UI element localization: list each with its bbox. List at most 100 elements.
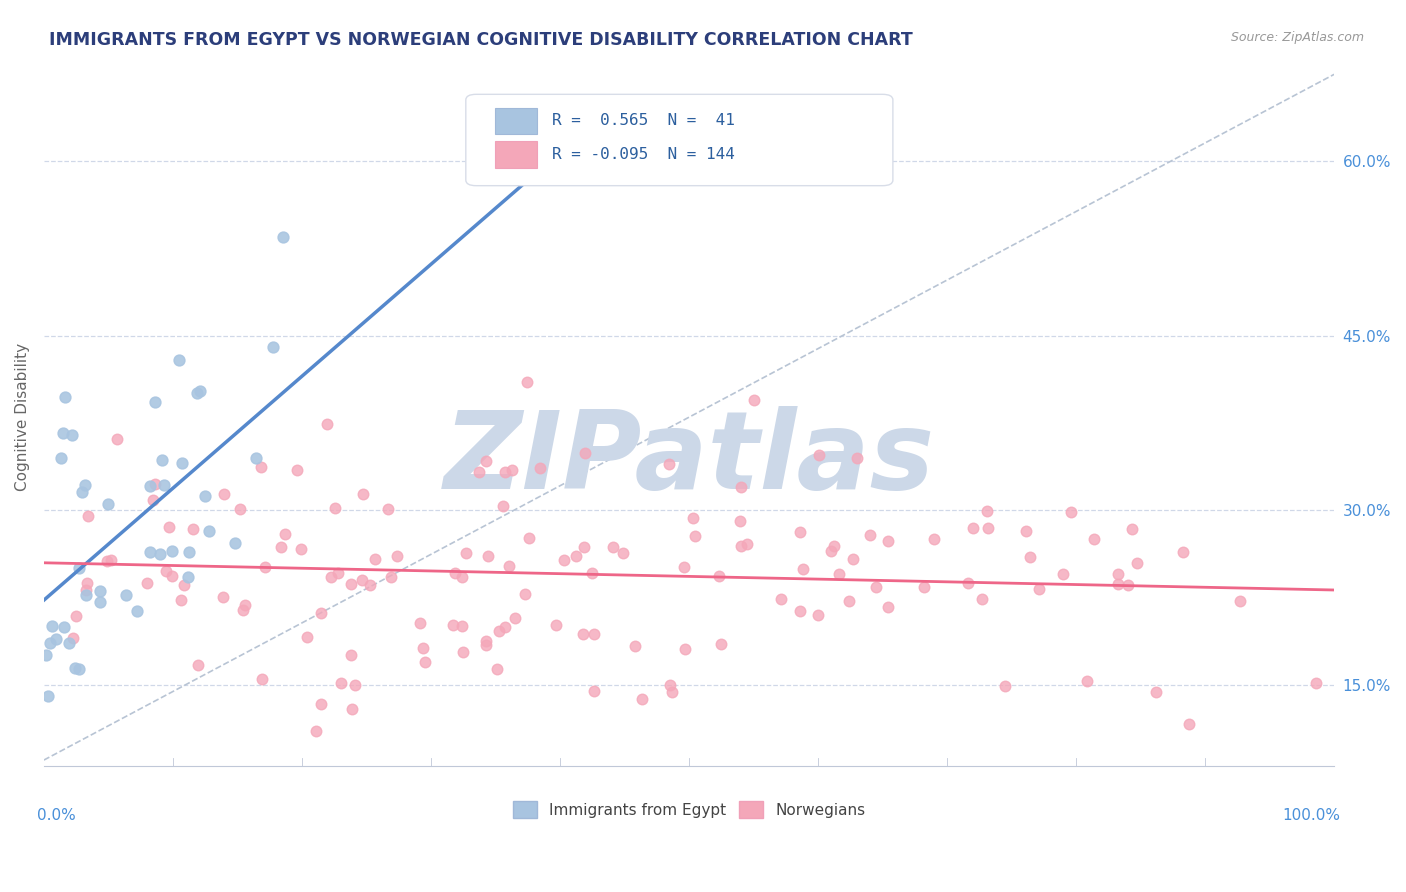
Point	[326, 566, 349, 581]
Point	[572, 626, 595, 640]
Point	[245, 451, 267, 466]
Point	[1173, 545, 1195, 559]
Point	[45, 632, 67, 647]
Point	[250, 672, 273, 686]
Point	[565, 549, 588, 563]
Point	[1083, 532, 1105, 546]
Point	[661, 685, 683, 699]
Point	[311, 606, 333, 620]
Point	[339, 577, 361, 591]
Point	[807, 449, 830, 463]
Point	[682, 510, 704, 524]
Point	[498, 559, 520, 574]
Point	[65, 661, 87, 675]
Point	[658, 457, 681, 471]
Point	[228, 502, 250, 516]
Point	[194, 489, 217, 503]
Point	[1178, 717, 1201, 731]
Point	[254, 559, 277, 574]
Point	[77, 508, 100, 523]
Point	[957, 575, 980, 590]
Point	[789, 604, 811, 618]
Point	[96, 554, 118, 568]
Point	[807, 607, 830, 622]
Point	[155, 564, 177, 578]
Point	[224, 535, 246, 549]
Point	[709, 569, 731, 583]
Text: R =  0.565  N =  41: R = 0.565 N = 41	[553, 113, 735, 128]
Point	[450, 570, 472, 584]
Point	[177, 569, 200, 583]
Point	[789, 524, 811, 539]
Point	[37, 689, 59, 703]
Point	[673, 560, 696, 574]
Point	[823, 539, 845, 553]
Point	[495, 465, 517, 479]
Point	[624, 639, 647, 653]
Point	[544, 618, 567, 632]
Point	[631, 692, 654, 706]
Point	[412, 641, 434, 656]
Point	[153, 477, 176, 491]
Point	[1015, 524, 1038, 538]
Point	[970, 592, 993, 607]
Point	[186, 386, 208, 401]
Point	[1305, 675, 1327, 690]
Point	[602, 540, 624, 554]
Y-axis label: Cognitive Disability: Cognitive Disability	[15, 343, 30, 491]
Point	[494, 620, 516, 634]
Point	[845, 450, 868, 465]
Point	[181, 522, 204, 536]
Point	[583, 627, 606, 641]
Point	[962, 520, 984, 534]
Point	[513, 587, 536, 601]
Point	[73, 478, 96, 492]
Point	[409, 615, 432, 630]
Text: IMMIGRANTS FROM EGYPT VS NORWEGIAN COGNITIVE DISABILITY CORRELATION CHART: IMMIGRANTS FROM EGYPT VS NORWEGIAN COGNI…	[49, 31, 912, 49]
Point	[150, 453, 173, 467]
Point	[710, 637, 733, 651]
Text: R = -0.095  N = 144: R = -0.095 N = 144	[553, 147, 735, 161]
Point	[876, 599, 898, 614]
Point	[309, 697, 332, 711]
Point	[187, 658, 209, 673]
Point	[842, 551, 865, 566]
Point	[212, 487, 235, 501]
Point	[39, 636, 62, 650]
Point	[1076, 674, 1098, 689]
Point	[503, 610, 526, 624]
Point	[865, 580, 887, 594]
Point	[160, 569, 183, 583]
Point	[58, 636, 80, 650]
Point	[100, 553, 122, 567]
Point	[49, 450, 72, 465]
Point	[443, 617, 465, 632]
Point	[135, 576, 157, 591]
Point	[115, 588, 138, 602]
Point	[125, 604, 148, 618]
Point	[97, 497, 120, 511]
Point	[572, 540, 595, 554]
Point	[340, 648, 363, 662]
Point	[340, 701, 363, 715]
Point	[735, 537, 758, 551]
Point	[1121, 522, 1143, 536]
Point	[169, 353, 191, 368]
Point	[516, 376, 538, 390]
Point	[1060, 505, 1083, 519]
Point	[142, 492, 165, 507]
Point	[359, 577, 381, 591]
Point	[188, 384, 211, 399]
Point	[52, 620, 75, 634]
Point	[143, 395, 166, 409]
Point	[250, 459, 273, 474]
Point	[67, 662, 90, 676]
Text: Source: ZipAtlas.com: Source: ZipAtlas.com	[1230, 31, 1364, 45]
Point	[553, 553, 575, 567]
Point	[76, 576, 98, 591]
Point	[581, 566, 603, 581]
Legend: Immigrants from Egypt, Norwegians: Immigrants from Egypt, Norwegians	[506, 795, 872, 824]
Point	[169, 593, 191, 607]
Point	[673, 642, 696, 657]
Point	[352, 486, 374, 500]
